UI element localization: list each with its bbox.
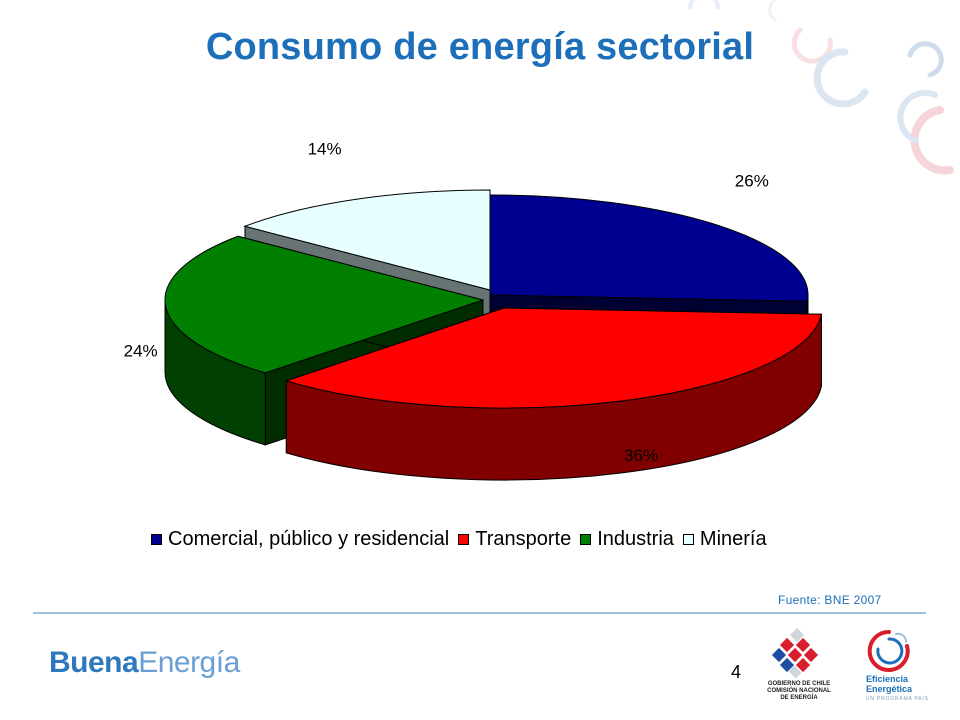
chart-legend: Comercial, público y residencial Transpo… [151,526,767,552]
data-label-transporte: 36% [624,446,658,465]
legend-item-mineria: Minería [682,527,767,551]
legend-label-mineria: Minería [699,527,767,550]
legend-label-industria: Industria [597,527,674,550]
slice-transporte [284,307,822,481]
data-label-industria: 24% [124,341,158,360]
eficiencia-line1: Eficiencia [866,674,909,684]
gobierno-de-chile-logo [771,628,819,679]
footer-divider [33,612,926,614]
eficiencia-line2: Energética [866,684,913,694]
page-number: 4 [731,662,742,682]
source-note: Fuente: BNE 2007 [778,593,882,607]
eficiencia-energetica-logo [867,629,910,672]
slide-title: Consumo de energía sectorial [205,26,755,68]
legend-swatch-industria [580,533,592,545]
data-label-mineria: 14% [308,140,342,159]
pie-chart: 26% 36% 24% 14% [124,140,822,481]
gobierno-line2: COMISIÓN NACIONAL [767,688,831,694]
legend-swatch-comercial [151,533,162,545]
gobierno-line3: DE ENERGÍA [780,695,818,701]
legend-label-comercial: Comercial, público y residencial [168,527,450,550]
legend-item-transporte: Transporte [458,528,571,551]
gobierno-logo-text: GOBIERNO DE CHILE COMISIÓN NACIONAL DE E… [762,681,836,702]
data-label-comercial: 26% [735,172,769,191]
brand-word-energia: Energía [138,646,240,679]
legend-item-industria: Industria [580,528,674,551]
decorative-swirls [688,0,954,175]
legend-label-transporte: Transporte [475,527,572,550]
brand-wordmark: BuenaEnergía [49,646,240,680]
legend-swatch-transporte [458,533,470,545]
legend-item-comercial: Comercial, público y residencial [151,528,449,551]
eficiencia-logo-text: Eficiencia Energética UN PROGRAMA PAÍS [866,674,929,704]
eficiencia-line3: UN PROGRAMA PAÍS [866,696,929,702]
gobierno-line1: GOBIERNO DE CHILE [767,681,831,687]
brand-word-buena: Buena [49,646,139,679]
legend-swatch-mineria [682,533,694,545]
